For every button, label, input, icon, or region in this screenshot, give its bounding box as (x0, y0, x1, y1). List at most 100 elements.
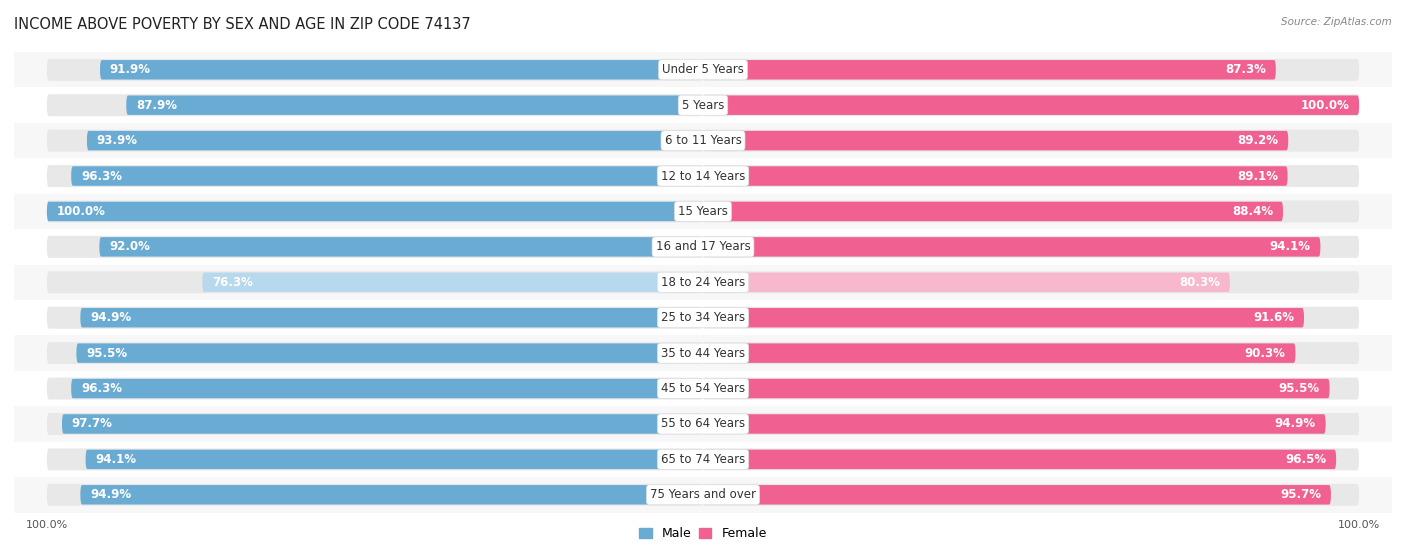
Text: 96.3%: 96.3% (82, 169, 122, 183)
FancyBboxPatch shape (46, 201, 703, 222)
FancyBboxPatch shape (72, 167, 703, 186)
FancyBboxPatch shape (14, 88, 1392, 123)
Text: 6 to 11 Years: 6 to 11 Years (665, 134, 741, 147)
FancyBboxPatch shape (703, 413, 1360, 435)
Text: 95.7%: 95.7% (1279, 489, 1322, 501)
FancyBboxPatch shape (46, 165, 703, 187)
FancyBboxPatch shape (87, 131, 703, 150)
FancyBboxPatch shape (127, 96, 703, 115)
FancyBboxPatch shape (703, 94, 1360, 116)
FancyBboxPatch shape (80, 308, 703, 328)
Text: INCOME ABOVE POVERTY BY SEX AND AGE IN ZIP CODE 74137: INCOME ABOVE POVERTY BY SEX AND AGE IN Z… (14, 17, 471, 32)
FancyBboxPatch shape (76, 343, 703, 363)
Text: Under 5 Years: Under 5 Years (662, 63, 744, 76)
Text: 92.0%: 92.0% (110, 240, 150, 253)
Text: 65 to 74 Years: 65 to 74 Years (661, 453, 745, 466)
FancyBboxPatch shape (703, 271, 1360, 293)
Text: 76.3%: 76.3% (212, 276, 253, 289)
FancyBboxPatch shape (703, 449, 1336, 469)
Text: 15 Years: 15 Years (678, 205, 728, 218)
FancyBboxPatch shape (703, 237, 1320, 257)
Text: 100.0%: 100.0% (56, 205, 105, 218)
FancyBboxPatch shape (46, 377, 703, 400)
FancyBboxPatch shape (46, 448, 703, 470)
Text: 45 to 54 Years: 45 to 54 Years (661, 382, 745, 395)
FancyBboxPatch shape (46, 202, 703, 221)
FancyBboxPatch shape (46, 130, 703, 151)
FancyBboxPatch shape (14, 442, 1392, 477)
Text: 16 and 17 Years: 16 and 17 Years (655, 240, 751, 253)
Text: 75 Years and over: 75 Years and over (650, 489, 756, 501)
FancyBboxPatch shape (46, 307, 703, 329)
Text: Source: ZipAtlas.com: Source: ZipAtlas.com (1281, 17, 1392, 27)
FancyBboxPatch shape (703, 165, 1360, 187)
FancyBboxPatch shape (703, 448, 1360, 470)
Text: 94.9%: 94.9% (90, 489, 131, 501)
FancyBboxPatch shape (46, 271, 703, 293)
Text: 89.2%: 89.2% (1237, 134, 1278, 147)
FancyBboxPatch shape (703, 202, 1284, 221)
FancyBboxPatch shape (14, 123, 1392, 158)
FancyBboxPatch shape (46, 59, 703, 80)
Text: 96.3%: 96.3% (82, 382, 122, 395)
FancyBboxPatch shape (14, 264, 1392, 300)
FancyBboxPatch shape (703, 167, 1288, 186)
FancyBboxPatch shape (14, 335, 1392, 371)
Text: 80.3%: 80.3% (1180, 276, 1220, 289)
FancyBboxPatch shape (703, 484, 1360, 506)
FancyBboxPatch shape (14, 229, 1392, 264)
Text: 88.4%: 88.4% (1232, 205, 1274, 218)
FancyBboxPatch shape (703, 485, 1331, 505)
Text: 35 to 44 Years: 35 to 44 Years (661, 347, 745, 359)
Text: 91.6%: 91.6% (1253, 311, 1294, 324)
FancyBboxPatch shape (14, 52, 1392, 88)
FancyBboxPatch shape (80, 485, 703, 505)
FancyBboxPatch shape (703, 343, 1295, 363)
FancyBboxPatch shape (703, 131, 1288, 150)
FancyBboxPatch shape (46, 413, 703, 435)
FancyBboxPatch shape (72, 379, 703, 398)
FancyBboxPatch shape (703, 201, 1360, 222)
FancyBboxPatch shape (202, 273, 703, 292)
FancyBboxPatch shape (703, 414, 1326, 434)
FancyBboxPatch shape (14, 194, 1392, 229)
FancyBboxPatch shape (100, 60, 703, 79)
FancyBboxPatch shape (14, 300, 1392, 335)
FancyBboxPatch shape (703, 236, 1360, 258)
FancyBboxPatch shape (14, 158, 1392, 194)
FancyBboxPatch shape (100, 237, 703, 257)
FancyBboxPatch shape (703, 307, 1360, 329)
Text: 97.7%: 97.7% (72, 418, 112, 430)
Text: 87.9%: 87.9% (136, 99, 177, 112)
Text: 94.1%: 94.1% (1270, 240, 1310, 253)
Text: 18 to 24 Years: 18 to 24 Years (661, 276, 745, 289)
Text: 94.9%: 94.9% (90, 311, 131, 324)
Text: 94.1%: 94.1% (96, 453, 136, 466)
FancyBboxPatch shape (46, 484, 703, 506)
Text: 95.5%: 95.5% (86, 347, 128, 359)
Text: 91.9%: 91.9% (110, 63, 150, 76)
Text: 89.1%: 89.1% (1237, 169, 1278, 183)
FancyBboxPatch shape (86, 449, 703, 469)
FancyBboxPatch shape (703, 59, 1360, 80)
Text: 12 to 14 Years: 12 to 14 Years (661, 169, 745, 183)
FancyBboxPatch shape (703, 377, 1360, 400)
Text: 87.3%: 87.3% (1225, 63, 1265, 76)
FancyBboxPatch shape (703, 96, 1360, 115)
Text: 25 to 34 Years: 25 to 34 Years (661, 311, 745, 324)
FancyBboxPatch shape (703, 379, 1330, 398)
Text: 90.3%: 90.3% (1244, 347, 1285, 359)
FancyBboxPatch shape (703, 130, 1360, 151)
FancyBboxPatch shape (62, 414, 703, 434)
Legend: Male, Female: Male, Female (634, 522, 772, 545)
FancyBboxPatch shape (46, 236, 703, 258)
Text: 93.9%: 93.9% (97, 134, 138, 147)
Text: 95.5%: 95.5% (1278, 382, 1320, 395)
Text: 100.0%: 100.0% (1301, 99, 1350, 112)
FancyBboxPatch shape (14, 477, 1392, 513)
FancyBboxPatch shape (703, 60, 1275, 79)
Text: 96.5%: 96.5% (1285, 453, 1326, 466)
Text: 94.9%: 94.9% (1275, 418, 1316, 430)
FancyBboxPatch shape (14, 371, 1392, 406)
FancyBboxPatch shape (703, 273, 1230, 292)
